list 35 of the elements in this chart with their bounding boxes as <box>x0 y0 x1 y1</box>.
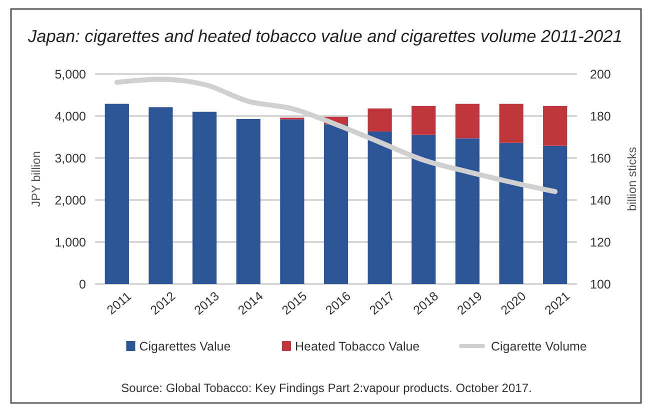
bar <box>499 104 524 143</box>
y2-tick-label: 100 <box>590 277 611 292</box>
y-tick-label: 5,000 <box>54 67 86 82</box>
y2-tick-label: 160 <box>590 151 611 166</box>
bar <box>368 108 392 132</box>
bar <box>543 106 568 146</box>
bar <box>499 142 524 284</box>
y-tick-label: 0 <box>79 277 86 292</box>
bar <box>280 119 304 284</box>
bar <box>236 118 260 284</box>
bar <box>368 132 392 284</box>
y2-tick-label: 200 <box>590 67 611 82</box>
bar <box>104 104 129 284</box>
legend-label: Cigarette Volume <box>491 339 587 354</box>
bar <box>412 134 436 284</box>
y-tick-label: 4,000 <box>54 109 86 124</box>
legend-label: Heated Tobacco Value <box>295 339 420 354</box>
source-note: Source: Global Tobacco: Key Findings Part 2:vapour products. October 2017. <box>121 381 532 395</box>
y2-tick-label: 140 <box>590 193 611 208</box>
bar <box>324 124 348 284</box>
y-tick-label: 2,000 <box>54 193 86 208</box>
bar <box>455 104 480 138</box>
bar <box>455 138 480 284</box>
bar <box>543 146 568 284</box>
chart-title: Japan: cigarettes and heated tobacco value and cigarettes volume 2011-2021 <box>27 26 622 46</box>
bar <box>148 107 173 284</box>
legend-label: Cigarettes Value <box>139 339 231 354</box>
y-tick-label: 1,000 <box>54 235 86 250</box>
bar <box>192 112 217 284</box>
bar <box>412 106 436 135</box>
y-tick-label: 3,000 <box>54 151 86 166</box>
y2-axis-title: billion sticks <box>625 146 639 212</box>
y-axis-title: JPY billion <box>29 151 43 207</box>
y2-tick-label: 180 <box>590 109 611 124</box>
y2-tick-label: 120 <box>590 235 611 250</box>
